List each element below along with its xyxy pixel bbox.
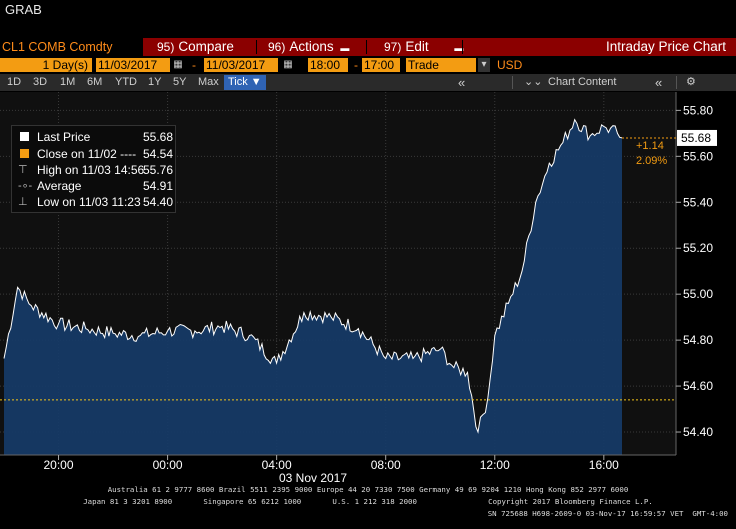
toolbar-divider bbox=[366, 40, 367, 54]
page-title: Intraday Price Chart bbox=[605, 39, 726, 54]
x-tick-label: 04:00 bbox=[262, 458, 292, 472]
end-date-field[interactable]: 11/03/2017 bbox=[204, 58, 278, 72]
range-3d[interactable]: 3D bbox=[33, 76, 48, 88]
range-max[interactable]: Max bbox=[198, 76, 219, 88]
range-6m[interactable]: 6M bbox=[87, 76, 103, 88]
legend-label: Close on 11/02 ---- bbox=[37, 147, 137, 161]
calendar-icon[interactable]: ▦ bbox=[173, 59, 183, 70]
legend-low[interactable]: ⊥ Low on 11/03 11:23 54.40 bbox=[12, 194, 177, 210]
x-tick-label: 16:00 bbox=[589, 458, 619, 472]
range-bar: 1D 3D 1M 6M YTD 1Y 5Y Max Tick ▼ « ⌄⌄ Ch… bbox=[0, 74, 736, 91]
gear-icon[interactable]: ⚙ bbox=[686, 76, 696, 88]
footer-serial: SN 725688 H698-2609-0 03-Nov-17 16:59:57… bbox=[487, 509, 728, 518]
chart-legend: Last Price 55.68 Close on 11/02 ---- 54.… bbox=[11, 125, 176, 213]
legend-value: 54.54 bbox=[142, 147, 173, 161]
actions-button[interactable]: 96) Actions ▬ bbox=[268, 38, 349, 56]
end-time-field[interactable]: 17:00 bbox=[362, 58, 400, 72]
edit-number: 97) bbox=[384, 40, 402, 54]
footer-contacts-line2: Japan 81 3 3201 8900 Singapore 65 6212 1… bbox=[83, 497, 653, 506]
y-tick-label: 55.80 bbox=[683, 103, 713, 117]
actions-dropdown-icon: ▬ bbox=[340, 43, 350, 53]
settings-bar: 1 Day(s) 11/03/2017 ▦ - 11/03/2017 ▦ 18:… bbox=[0, 57, 736, 73]
y-tick-label: 55.60 bbox=[683, 149, 713, 163]
currency-label: USD bbox=[497, 58, 523, 72]
y-tick-label: 54.80 bbox=[683, 333, 713, 347]
low-marker-icon: ⊥ bbox=[18, 196, 28, 208]
legend-value: 54.91 bbox=[142, 179, 173, 193]
date-dash: - bbox=[192, 58, 196, 72]
toolbar-divider bbox=[256, 40, 257, 54]
period-field[interactable]: 1 Day(s) bbox=[0, 58, 92, 72]
y-tick-label: 55.40 bbox=[683, 195, 713, 209]
legend-label: High on 11/03 14:56 bbox=[37, 163, 145, 177]
edit-button[interactable]: 97) Edit ▬ bbox=[384, 38, 463, 56]
y-tick-label: 54.40 bbox=[683, 425, 713, 439]
chart-content-button[interactable]: Chart Content bbox=[548, 76, 617, 88]
legend-value: 55.68 bbox=[142, 130, 173, 144]
x-tick-label: 00:00 bbox=[153, 458, 183, 472]
calendar-icon[interactable]: ▦ bbox=[283, 59, 293, 70]
average-marker-icon: -∘- bbox=[18, 180, 33, 192]
legend-average[interactable]: -∘- Average 54.91 bbox=[12, 178, 177, 194]
start-date-field[interactable]: 11/03/2017 bbox=[96, 58, 170, 72]
y-tick-label: 54.60 bbox=[683, 379, 713, 393]
edit-dropdown-icon: ▬ bbox=[454, 43, 464, 53]
chart-content-icon: ⌄⌄ bbox=[524, 76, 543, 88]
legend-last-price[interactable]: Last Price 55.68 bbox=[12, 129, 177, 145]
bar-divider bbox=[512, 76, 513, 89]
last-price-tag: 55.68 bbox=[677, 129, 717, 146]
tick-dropdown[interactable]: Tick ▼ bbox=[224, 75, 266, 90]
legend-value: 55.76 bbox=[142, 163, 173, 177]
range-ytd[interactable]: YTD bbox=[115, 76, 137, 88]
toolbar-divider bbox=[462, 40, 463, 54]
legend-swatch bbox=[20, 132, 29, 141]
bar-divider bbox=[676, 76, 677, 89]
legend-label: Average bbox=[37, 179, 82, 193]
legend-high[interactable]: ⊤ High on 11/03 14:56 55.76 bbox=[12, 162, 177, 178]
x-tick-label: 20:00 bbox=[44, 458, 74, 472]
range-1d[interactable]: 1D bbox=[7, 76, 22, 88]
change-percent: 2.09% bbox=[636, 155, 667, 167]
field-select[interactable]: Trade bbox=[406, 58, 476, 72]
function-toolbar: CL1 COMB Comdty 95) Compare 96) Actions ▬ … bbox=[0, 38, 736, 56]
actions-number: 96) bbox=[268, 40, 286, 54]
compare-number: 95) bbox=[157, 40, 175, 54]
last-price-tag-text: 55.68 bbox=[681, 131, 711, 145]
range-5y[interactable]: 5Y bbox=[173, 76, 187, 88]
y-tick-label: 55.00 bbox=[683, 287, 713, 301]
high-marker-icon: ⊤ bbox=[18, 164, 28, 176]
y-tick-label: 55.20 bbox=[683, 241, 713, 255]
compare-button[interactable]: 95) Compare bbox=[157, 38, 234, 56]
chevron-down-icon[interactable]: ▾ bbox=[478, 58, 490, 72]
legend-label: Last Price bbox=[37, 130, 91, 144]
x-tick-label: 08:00 bbox=[371, 458, 401, 472]
legend-swatch bbox=[20, 149, 29, 158]
range-1y[interactable]: 1Y bbox=[148, 76, 162, 88]
x-date-label: 03 Nov 2017 bbox=[279, 471, 347, 485]
legend-label: Low on 11/03 11:23 bbox=[37, 195, 141, 209]
x-tick-label: 12:00 bbox=[480, 458, 510, 472]
collapse-left-icon[interactable]: « bbox=[458, 75, 466, 90]
grab-label: GRAB bbox=[5, 2, 42, 17]
price-chart: 54.40 54.60 54.80 55.00 55.20 55.40 55.60 55.80… bbox=[0, 92, 736, 497]
ticker-field[interactable]: CL1 COMB Comdty bbox=[0, 38, 143, 56]
compare-label: Compare bbox=[178, 39, 234, 54]
actions-label: Actions bbox=[289, 39, 334, 54]
legend-value: 54.40 bbox=[142, 195, 173, 209]
footer-contacts-line1: Australia 61 2 9777 8600 Brazil 5511 239… bbox=[107, 485, 629, 494]
time-dash: - bbox=[354, 58, 358, 72]
collapse-right-icon[interactable]: « bbox=[655, 75, 663, 90]
start-time-field[interactable]: 18:00 bbox=[308, 58, 348, 72]
legend-close[interactable]: Close on 11/02 ---- 54.54 bbox=[12, 146, 177, 162]
edit-label: Edit bbox=[405, 39, 429, 54]
price-area bbox=[4, 119, 622, 455]
range-1m[interactable]: 1M bbox=[60, 76, 76, 88]
change-value: +1.14 bbox=[636, 140, 664, 152]
price-line bbox=[3, 118, 623, 434]
